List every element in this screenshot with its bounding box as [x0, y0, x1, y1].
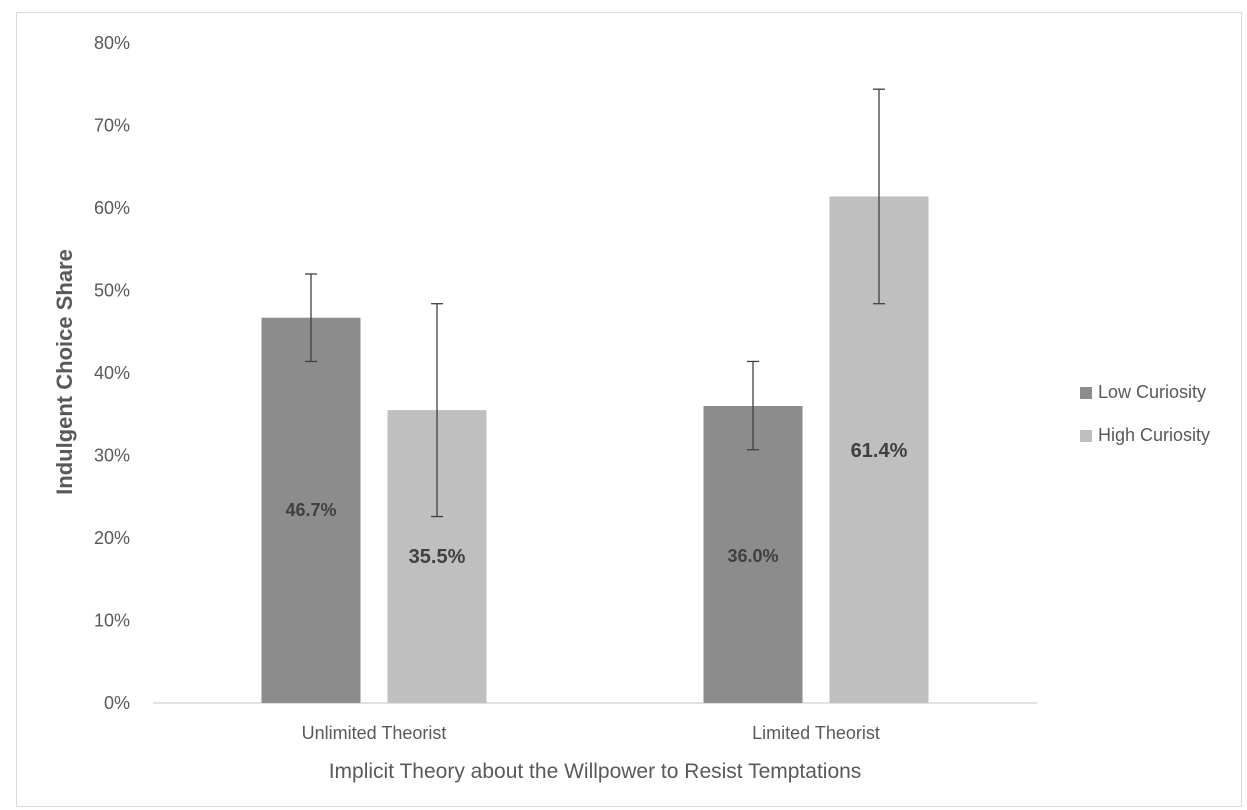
error-bars: [305, 88, 885, 518]
y-tick-label: 50%: [94, 281, 130, 301]
y-tick-label: 80%: [94, 33, 130, 53]
y-tick-label: 20%: [94, 528, 130, 548]
x-category-label: Unlimited Theorist: [302, 723, 447, 743]
y-axis-ticks: 0% 10% 20% 30% 40% 50% 60% 70% 80%: [94, 33, 130, 713]
legend-label: Low Curiosity: [1098, 382, 1206, 402]
x-axis-categories: Unlimited Theorist Limited Theorist: [302, 723, 880, 743]
y-tick-label: 40%: [94, 363, 130, 383]
legend-swatch-high-curiosity: [1080, 430, 1092, 442]
legend: Low Curiosity High Curiosity: [1080, 382, 1210, 445]
data-label: 61.4%: [851, 440, 908, 462]
y-tick-label: 70%: [94, 116, 130, 136]
y-tick-label: 60%: [94, 198, 130, 218]
data-label: 46.7%: [285, 500, 336, 520]
data-label: 35.5%: [409, 546, 466, 568]
y-tick-label: 0%: [104, 693, 130, 713]
legend-swatch-low-curiosity: [1080, 387, 1092, 399]
y-tick-label: 30%: [94, 446, 130, 466]
y-axis-title: Indulgent Choice Share: [52, 249, 77, 495]
data-labels: 46.7% 35.5% 36.0% 61.4%: [285, 440, 907, 568]
y-tick-label: 10%: [94, 611, 130, 631]
bar-low-curiosity: [261, 317, 361, 703]
bar-low-curiosity: [703, 406, 803, 703]
bars: [261, 196, 929, 703]
data-label: 36.0%: [727, 546, 778, 566]
legend-label: High Curiosity: [1098, 425, 1210, 445]
chart-frame: [16, 12, 1242, 807]
x-axis-title: Implicit Theory about the Willpower to R…: [329, 760, 862, 783]
x-category-label: Limited Theorist: [752, 723, 880, 743]
